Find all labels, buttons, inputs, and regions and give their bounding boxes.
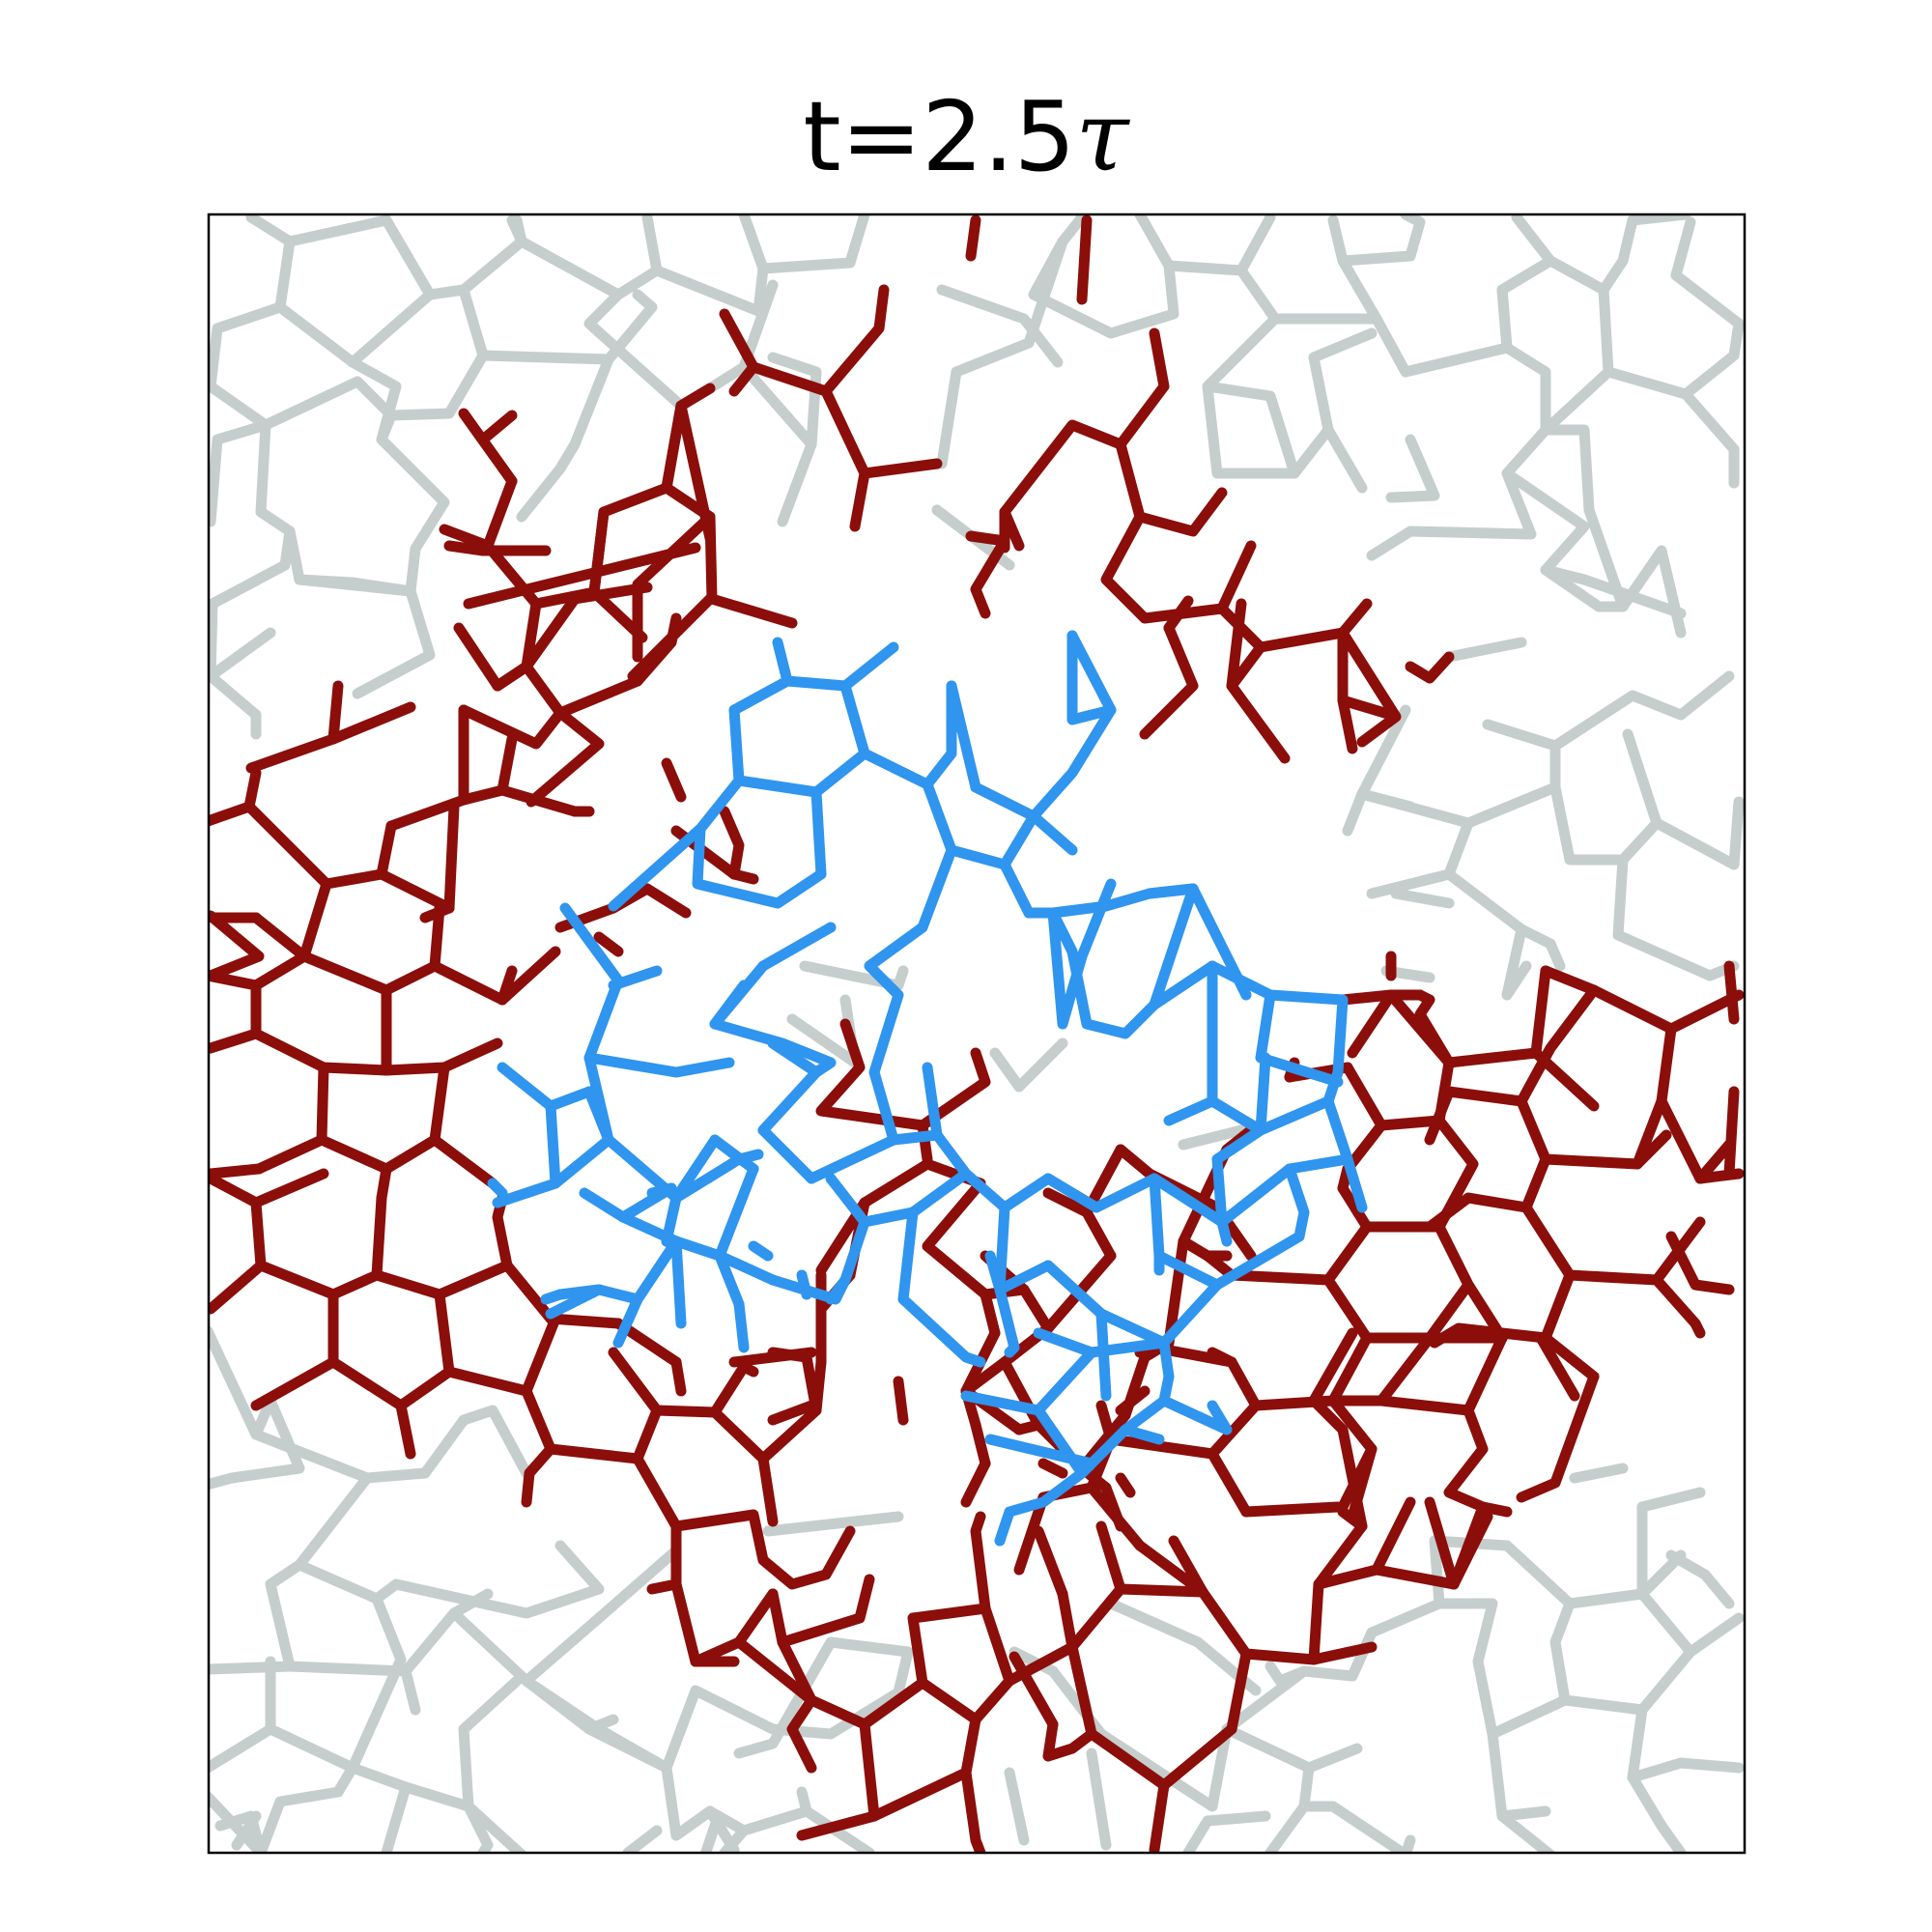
title-prefix: t=2.5 bbox=[803, 80, 1076, 193]
plot-title: t=2.5τ bbox=[0, 89, 1932, 185]
frame bbox=[207, 213, 1747, 1855]
background-cell-edges bbox=[209, 214, 1745, 1853]
inner-cell-edges bbox=[487, 630, 1368, 1547]
title-symbol: τ bbox=[1075, 80, 1129, 193]
